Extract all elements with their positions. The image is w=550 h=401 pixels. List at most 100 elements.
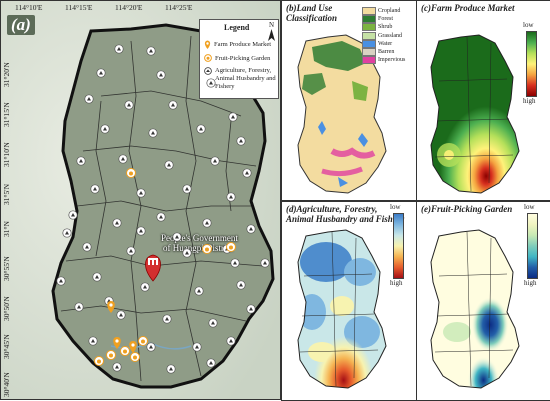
farm-icon (88, 336, 98, 346)
farm-icon (116, 310, 126, 320)
panel-c-title: (c)Farm Produce Market (421, 3, 515, 13)
fruit-icon (106, 350, 116, 360)
panel-a-overview-map: 114°10'E 114°15'E 114°20'E 114°25'E 31°2… (0, 0, 281, 400)
land-use-legend-item: Impervious (362, 56, 405, 65)
farm-icon (74, 302, 84, 312)
farm-icon (146, 342, 156, 352)
legend-label: Forest (378, 16, 393, 23)
farm-icon (136, 188, 146, 198)
poi-layer (56, 44, 270, 374)
farm-icon (96, 68, 106, 78)
farm-icon (62, 228, 72, 238)
farm-icon (208, 318, 218, 328)
legend-label: Barren (378, 49, 395, 55)
farm-icon (182, 248, 192, 258)
land-use-legend: Cropland Forest Shrub Grassland Water Barren I… (362, 7, 414, 67)
farm-icon (226, 192, 236, 202)
farm-icon (166, 364, 176, 374)
legend-label: Cropland (378, 8, 401, 14)
panel-b-land-use: (b)Land Use Classification Cropland Fores… (281, 0, 417, 201)
colorbar-low-label: low (524, 203, 535, 211)
farm-icon (112, 362, 122, 372)
farm-icon (236, 280, 246, 290)
panel-a-label: (a) (7, 15, 35, 35)
fruit-icon (120, 346, 130, 356)
farm-icon (246, 304, 256, 314)
farm-icon (172, 232, 182, 242)
fruit-icon (226, 242, 236, 252)
farm-icon (210, 156, 220, 166)
legend-label: Fruit-Picking Garden (215, 54, 271, 62)
farm-icon (124, 100, 134, 110)
farm-icon (202, 218, 212, 228)
land-use-legend-item: Cropland (362, 7, 400, 15)
legend-item-fruit: Fruit-Picking Garden (204, 54, 270, 62)
farm-icon (146, 46, 156, 56)
colorbar (526, 31, 537, 97)
legend-label: Farm Produce Market (214, 41, 272, 48)
farm-icon (114, 44, 124, 54)
farm-icon (148, 128, 158, 138)
farm-icon (236, 136, 246, 146)
lon-tick: 114°20'E (115, 3, 143, 12)
colorbar (527, 213, 538, 279)
farm-icon (156, 70, 166, 80)
farm-icon (126, 246, 136, 256)
panel-e-title: (e)Fruit-Picking Garden (421, 204, 513, 214)
north-label: N (268, 21, 274, 29)
farm-icon (162, 314, 172, 324)
colorbar-low-label: low (390, 203, 401, 211)
farm-icon (204, 67, 212, 75)
legend-item-agri: Agriculture, Forestry, Animal Husbandry … (204, 67, 276, 91)
farm-icon (156, 212, 166, 222)
panel-d-agri: (d)Agriculture, Forestry, Animal Husband… (281, 201, 417, 401)
farm-icon (228, 112, 238, 122)
pin-icon (204, 40, 211, 49)
fruit-icon (130, 352, 140, 362)
fruit-icon (138, 336, 148, 346)
lon-tick: 114°15'E (65, 3, 93, 12)
government-marker (145, 254, 161, 282)
legend-swatch (362, 7, 376, 15)
land-use-legend-item: Shrub (362, 23, 393, 32)
fruit-icon (204, 54, 212, 62)
legend-label: Agriculture, Forestry, Animal Husbandry … (215, 67, 276, 90)
farm-market-map (430, 34, 520, 194)
farm-icon (226, 336, 236, 346)
panel-c-farm-market: (c)Farm Produce Market low high (416, 0, 550, 201)
pin-icon (113, 337, 121, 349)
farm-icon (92, 272, 102, 282)
colorbar-low-label: low (523, 21, 534, 29)
farm-icon (84, 94, 94, 104)
farm-icon (192, 342, 202, 352)
map-legend: Legend N Farm Produce Market Fruit-Picki… (199, 19, 279, 99)
farm-icon (168, 100, 178, 110)
legend-label: Shrub (378, 24, 393, 31)
pin-icon (107, 301, 115, 313)
farm-icon (56, 276, 66, 286)
legend-label: Water (378, 40, 393, 47)
farm-icon (206, 78, 216, 88)
legend-swatch (362, 23, 376, 32)
pin-icon (129, 341, 137, 353)
farm-icon (206, 358, 216, 368)
farm-icon (230, 258, 240, 268)
legend-swatch (362, 56, 376, 65)
legend-label: Grassland (378, 32, 402, 39)
legend-swatch (362, 39, 376, 48)
legend-swatch (362, 15, 376, 24)
lon-tick: 114°25'E (165, 3, 193, 12)
farm-icon (260, 258, 270, 268)
government-label-line2: of Huangpi District (163, 243, 233, 253)
farm-icon (90, 184, 100, 194)
agri-heatmap (297, 229, 387, 389)
government-label: People's Government of Huangpi District (161, 233, 238, 253)
legend-title: Legend (224, 23, 250, 32)
farm-icon (196, 124, 206, 134)
panel-b-title-line1: (b)Land Use (286, 3, 333, 13)
panel-b-title: (b)Land Use Classification (286, 3, 337, 23)
farm-icon (118, 154, 128, 164)
farm-icon (182, 184, 192, 194)
fruit-heatmap (430, 229, 520, 389)
